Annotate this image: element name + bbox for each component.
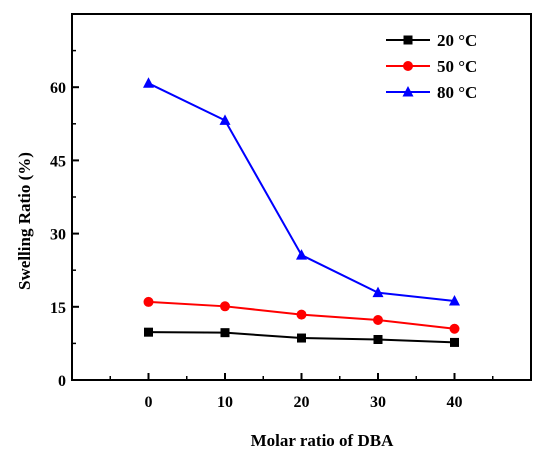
- x-tick-label: 20: [294, 394, 310, 411]
- series-80c: [143, 77, 460, 306]
- x-tick-label: 10: [217, 394, 233, 411]
- legend: 20 °C 50 °C 80 °C: [386, 31, 477, 102]
- data-point: [450, 337, 459, 347]
- data-point: [402, 86, 414, 97]
- data-point: [403, 61, 413, 71]
- data-point: [373, 334, 383, 344]
- data-point: [372, 286, 384, 298]
- data-point: [143, 296, 154, 307]
- y-tick-label: 60: [50, 80, 66, 97]
- legend-item: 50 °C: [386, 57, 477, 76]
- legend-label: 20 °C: [437, 31, 477, 50]
- legend-label: 80 °C: [437, 83, 477, 102]
- legend-item: 80 °C: [386, 83, 477, 102]
- data-point: [296, 249, 307, 260]
- y-tick-label: 0: [58, 373, 66, 390]
- x-axis-ticks: 0 10 20 30 40: [109, 373, 494, 411]
- data-point: [297, 333, 306, 343]
- data-point: [143, 77, 154, 88]
- data-point: [220, 328, 230, 338]
- y-tick-label: 30: [50, 227, 66, 244]
- y-axis-title: Swelling Ratio (%): [15, 152, 34, 290]
- data-point: [449, 323, 460, 334]
- y-axis-ticks: 0 15 30 45 60: [50, 49, 79, 390]
- legend-item: 20 °C: [386, 31, 477, 50]
- y-tick-label: 45: [50, 153, 66, 170]
- series-layer: [143, 77, 460, 347]
- x-axis-title: Molar ratio of DBA: [251, 431, 394, 450]
- data-point: [449, 294, 460, 306]
- x-tick-label: 0: [145, 394, 153, 411]
- data-point: [373, 314, 383, 325]
- series-line: [148, 82, 455, 302]
- data-point: [403, 35, 413, 45]
- series-50c: [143, 296, 460, 334]
- x-tick-label: 30: [370, 394, 386, 411]
- y-tick-label: 15: [50, 300, 66, 317]
- x-tick-label: 40: [447, 394, 463, 411]
- data-point: [219, 114, 231, 125]
- series-20c: [144, 327, 459, 347]
- data-point: [296, 309, 307, 320]
- data-point: [144, 327, 153, 337]
- legend-label: 50 °C: [437, 57, 477, 76]
- data-point: [220, 301, 230, 312]
